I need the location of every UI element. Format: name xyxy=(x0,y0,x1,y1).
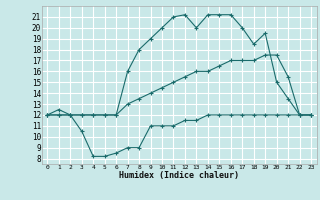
X-axis label: Humidex (Indice chaleur): Humidex (Indice chaleur) xyxy=(119,171,239,180)
